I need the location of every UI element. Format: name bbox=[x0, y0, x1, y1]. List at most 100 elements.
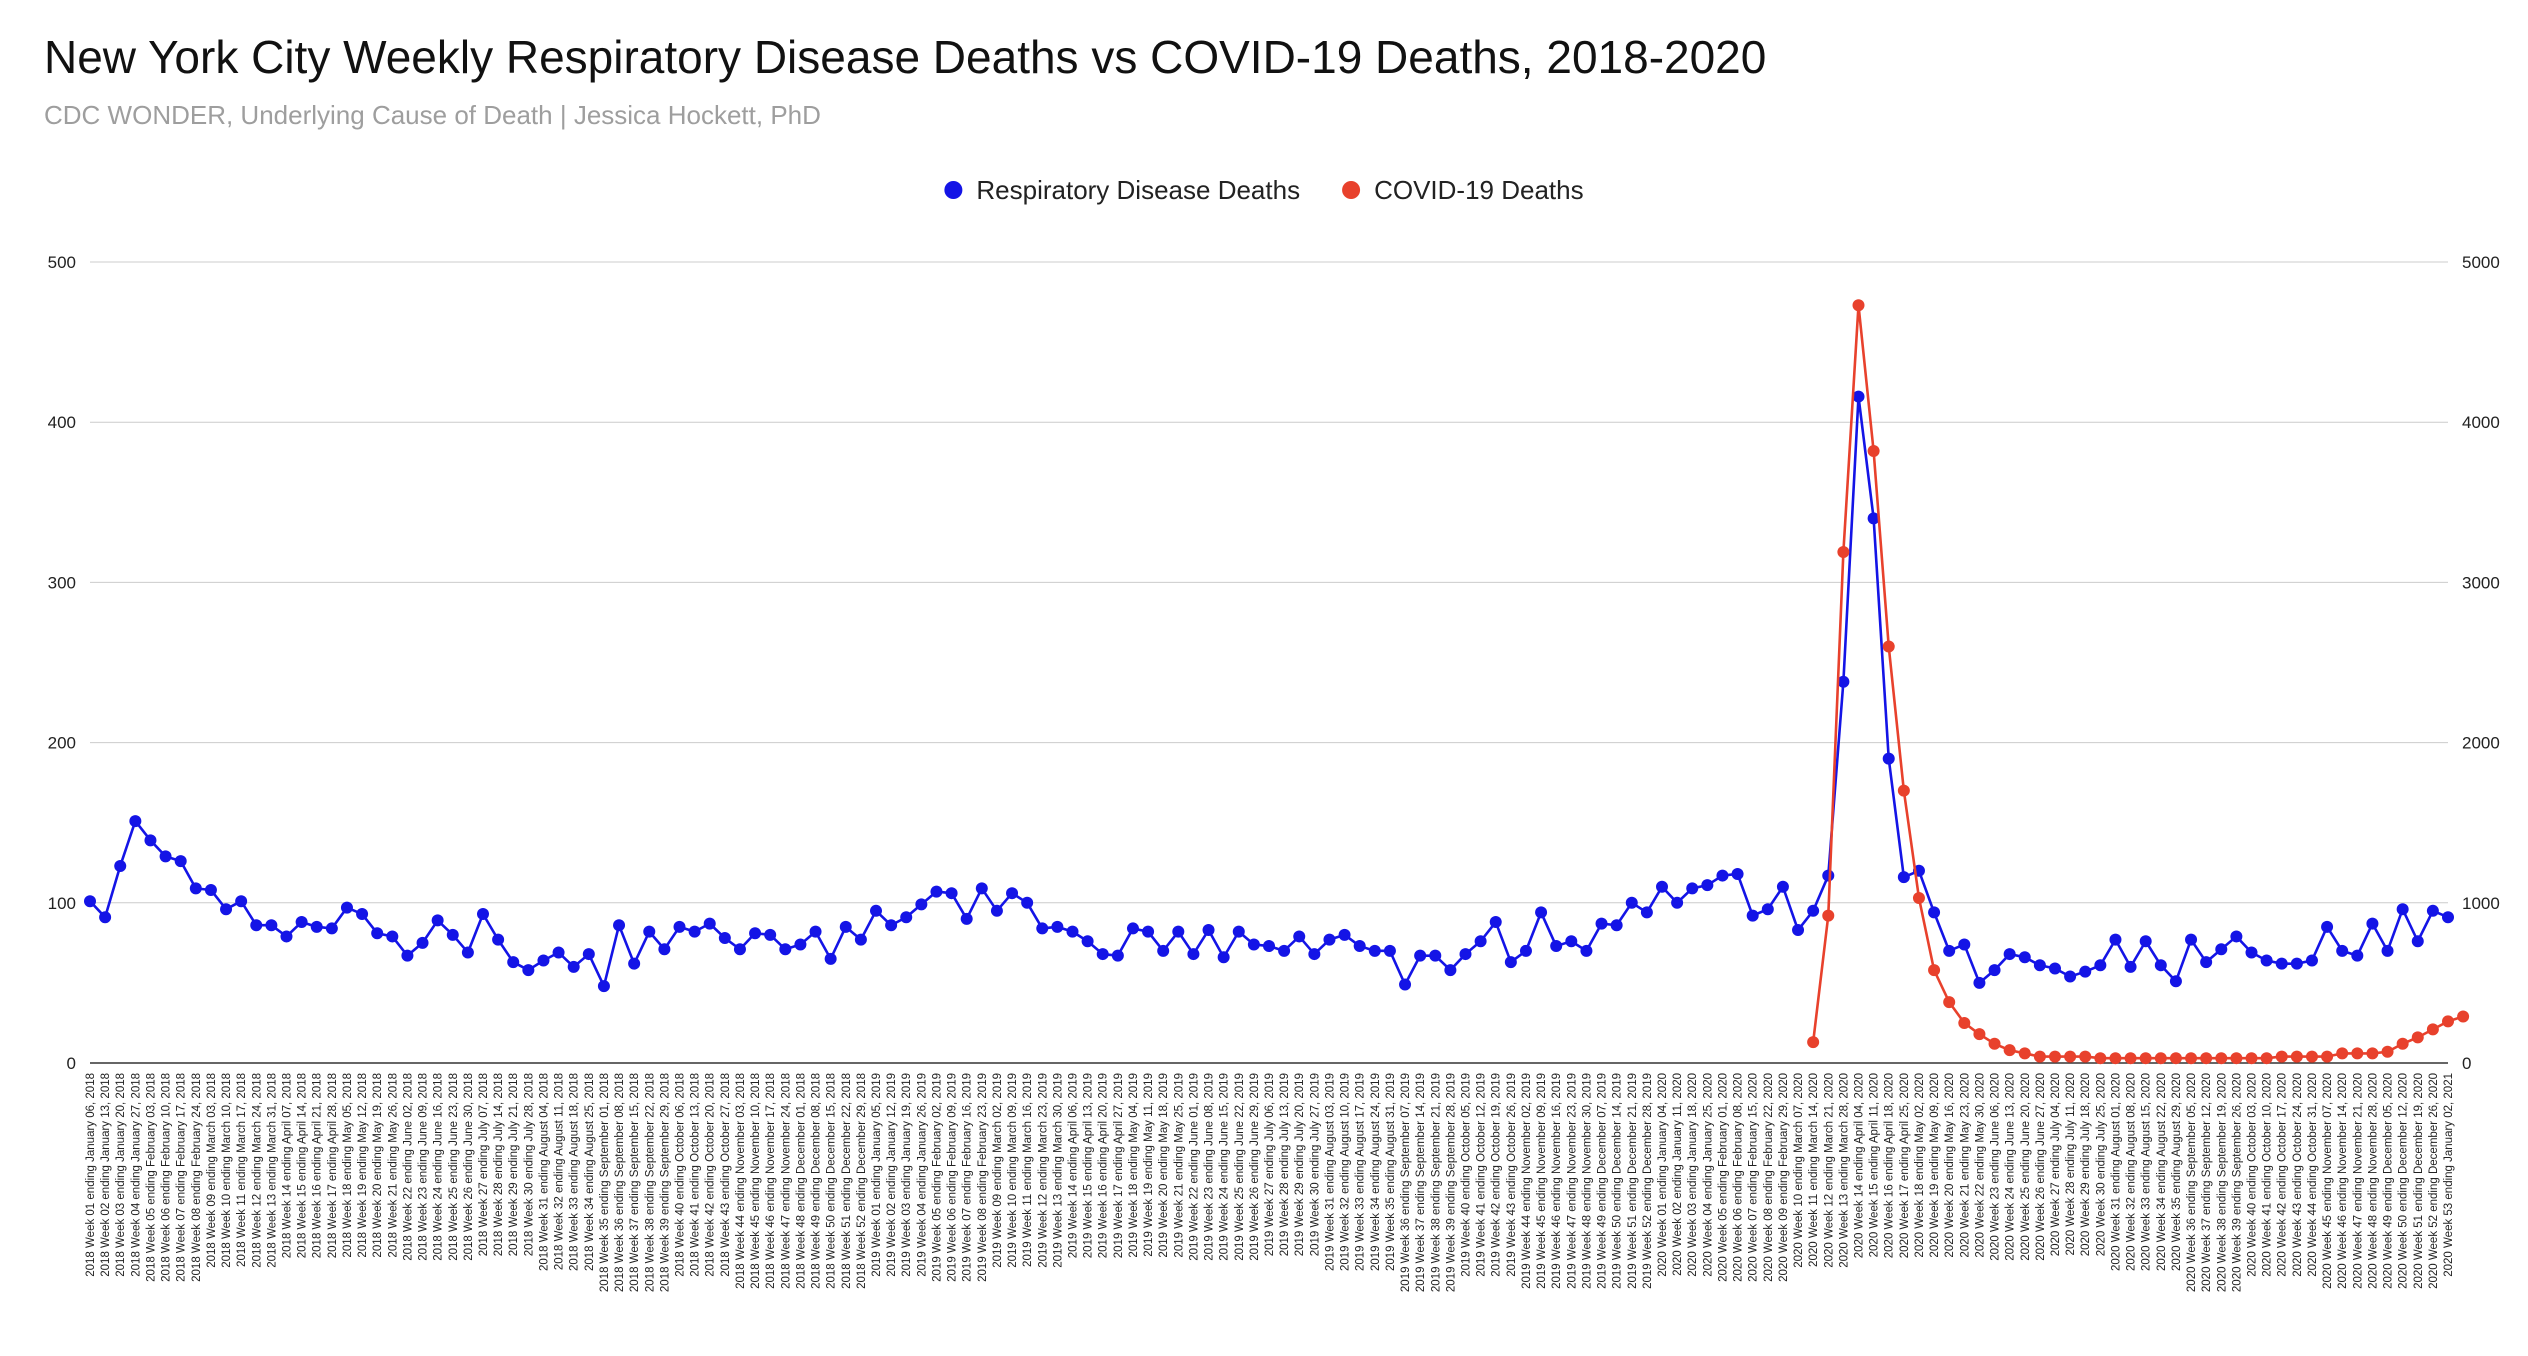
data-point bbox=[2442, 911, 2454, 924]
x-tick-label: 2020 Week 23 ending June 06, 2020 bbox=[1990, 1073, 2002, 1261]
x-tick-label: 2019 Week 41 ending October 12, 2019 bbox=[1476, 1073, 1488, 1277]
data-point bbox=[1973, 1028, 1986, 1041]
data-point bbox=[1897, 784, 1910, 797]
data-point bbox=[1958, 1016, 1971, 1029]
data-point bbox=[1278, 944, 1291, 957]
y-left-tick-label: 0 bbox=[67, 1054, 76, 1073]
data-point bbox=[235, 895, 248, 908]
x-tick-label: 2018 Week 20 ending May 19, 2018 bbox=[372, 1073, 384, 1258]
data-point bbox=[688, 925, 701, 938]
y-left-tick-label: 500 bbox=[48, 253, 76, 272]
data-point bbox=[1338, 928, 1351, 941]
data-point bbox=[567, 960, 580, 973]
data-point bbox=[2305, 954, 2318, 967]
x-tick-label: 2019 Week 03 ending January 19, 2019 bbox=[901, 1073, 913, 1277]
x-tick-label: 2019 Week 09 ending March 02, 2019 bbox=[992, 1073, 1004, 1268]
data-point bbox=[854, 933, 867, 946]
x-tick-label: 2019 Week 10 ending March 09, 2019 bbox=[1007, 1073, 1019, 1268]
data-point bbox=[1867, 445, 1880, 458]
data-point bbox=[537, 954, 550, 967]
x-tick-label: 2020 Week 42 ending October 17, 2020 bbox=[2277, 1073, 2289, 1277]
data-point bbox=[1837, 675, 1850, 688]
data-point bbox=[2064, 1050, 2077, 1063]
data-point bbox=[990, 904, 1003, 917]
data-point bbox=[870, 904, 882, 917]
data-point bbox=[2396, 1037, 2409, 1050]
data-point bbox=[1187, 948, 1200, 961]
data-point bbox=[2079, 965, 2092, 978]
data-point bbox=[1852, 390, 1865, 403]
data-point bbox=[1308, 948, 1321, 961]
x-tick-label: 2018 Week 44 ending November 03, 2018 bbox=[735, 1073, 747, 1289]
data-point bbox=[2260, 1052, 2273, 1065]
data-point bbox=[174, 855, 187, 868]
x-tick-label: 2019 Week 30 ending July 27, 2019 bbox=[1309, 1073, 1321, 1256]
x-tick-label: 2020 Week 12 ending March 21, 2020 bbox=[1823, 1073, 1835, 1268]
x-tick-label: 2019 Week 05 ending February 02, 2019 bbox=[931, 1073, 943, 1282]
data-point bbox=[2139, 1052, 2152, 1065]
data-point bbox=[1096, 948, 1109, 961]
x-tick-label: 2020 Week 46 ending November 14, 2020 bbox=[2337, 1073, 2349, 1289]
x-tick-label: 2020 Week 15 ending April 11, 2020 bbox=[1869, 1073, 1881, 1257]
x-tick-label: 2019 Week 33 ending August 17, 2019 bbox=[1355, 1073, 1367, 1271]
x-tick-label: 2019 Week 47 ending November 23, 2019 bbox=[1566, 1073, 1578, 1289]
data-point bbox=[204, 883, 217, 896]
x-tick-label: 2018 Week 09 ending March 03, 2018 bbox=[206, 1073, 218, 1268]
x-tick-label: 2020 Week 18 ending May 02, 2020 bbox=[1914, 1073, 1926, 1258]
data-point bbox=[280, 930, 293, 943]
data-point bbox=[2185, 933, 2198, 946]
x-tick-label: 2018 Week 27 ending July 07, 2018 bbox=[478, 1073, 490, 1256]
x-tick-label: 2019 Week 07 ending February 16, 2019 bbox=[962, 1073, 974, 1282]
data-point bbox=[1126, 922, 1139, 935]
data-point bbox=[658, 943, 671, 956]
y-left-tick-label: 300 bbox=[48, 573, 76, 592]
x-tick-label: 2020 Week 28 ending July 11, 2020 bbox=[2065, 1073, 2077, 1255]
x-tick-label: 2018 Week 04 ending January 27, 2018 bbox=[130, 1073, 142, 1277]
data-point bbox=[2336, 944, 2349, 957]
x-tick-label: 2019 Week 46 ending November 16, 2019 bbox=[1551, 1073, 1563, 1289]
data-point bbox=[1656, 880, 1668, 893]
data-point bbox=[2215, 1052, 2228, 1065]
x-tick-label: 2019 Week 48 ending November 30, 2019 bbox=[1581, 1073, 1593, 1289]
data-point bbox=[613, 919, 626, 932]
x-tick-label: 2020 Week 07 ending February 15, 2020 bbox=[1748, 1073, 1760, 1282]
data-point bbox=[764, 928, 777, 941]
x-tick-label: 2019 Week 02 ending January 12, 2019 bbox=[886, 1073, 898, 1277]
x-tick-label: 2020 Week 48 ending November 28, 2020 bbox=[2367, 1073, 2379, 1289]
x-tick-label: 2020 Week 45 ending November 07, 2020 bbox=[2322, 1073, 2334, 1289]
gridlines bbox=[90, 261, 2448, 1064]
data-point bbox=[2003, 948, 2016, 961]
data-point bbox=[1807, 1036, 1820, 1049]
x-tick-label: 2019 Week 43 ending October 26, 2019 bbox=[1506, 1073, 1518, 1277]
data-point bbox=[2018, 951, 2031, 964]
data-point bbox=[1988, 1037, 2001, 1050]
x-tick-label: 2018 Week 32 ending August 11, 2018 bbox=[554, 1073, 566, 1270]
y-left-tick-label: 100 bbox=[48, 894, 76, 913]
data-point bbox=[2457, 1010, 2470, 1023]
x-tick-label: 2020 Week 33 ending August 15, 2020 bbox=[2141, 1073, 2153, 1271]
x-tick-label: 2019 Week 35 ending August 31, 2019 bbox=[1385, 1073, 1397, 1271]
series-line bbox=[89, 395, 2449, 988]
legend-label: COVID-19 Deaths bbox=[1374, 175, 1584, 205]
x-tick-label: 2019 Week 51 ending December 21, 2019 bbox=[1627, 1073, 1639, 1289]
x-tick-label: 2018 Week 24 ending June 16, 2018 bbox=[433, 1073, 445, 1261]
data-point bbox=[1958, 938, 1971, 951]
data-point bbox=[673, 920, 686, 933]
data-point bbox=[794, 938, 807, 951]
x-tick-label: 2018 Week 22 ending June 02, 2018 bbox=[402, 1073, 414, 1261]
data-point bbox=[975, 882, 988, 895]
data-point bbox=[2200, 956, 2213, 969]
data-point bbox=[2336, 1047, 2349, 1060]
x-tick-label: 2018 Week 21 ending May 26, 2018 bbox=[387, 1073, 399, 1258]
x-tick-label: 2018 Week 35 ending September 01, 2018 bbox=[599, 1073, 611, 1292]
data-point bbox=[900, 911, 913, 924]
data-point bbox=[1852, 299, 1865, 312]
x-tick-label: 2018 Week 13 ending March 31, 2018 bbox=[266, 1073, 278, 1268]
series-respiratory bbox=[84, 390, 2454, 993]
data-point bbox=[1263, 940, 1275, 953]
x-tick-label: 2018 Week 26 ending June 30, 2018 bbox=[463, 1073, 475, 1261]
x-tick-label: 2020 Week 36 ending September 05, 2020 bbox=[2186, 1073, 2198, 1292]
x-tick-label: 2020 Week 09 ending February 29, 2020 bbox=[1778, 1073, 1790, 1282]
x-tick-label: 2018 Week 34 ending August 25, 2018 bbox=[584, 1073, 596, 1271]
legend-item: Respiratory Disease Deaths bbox=[944, 175, 1300, 205]
